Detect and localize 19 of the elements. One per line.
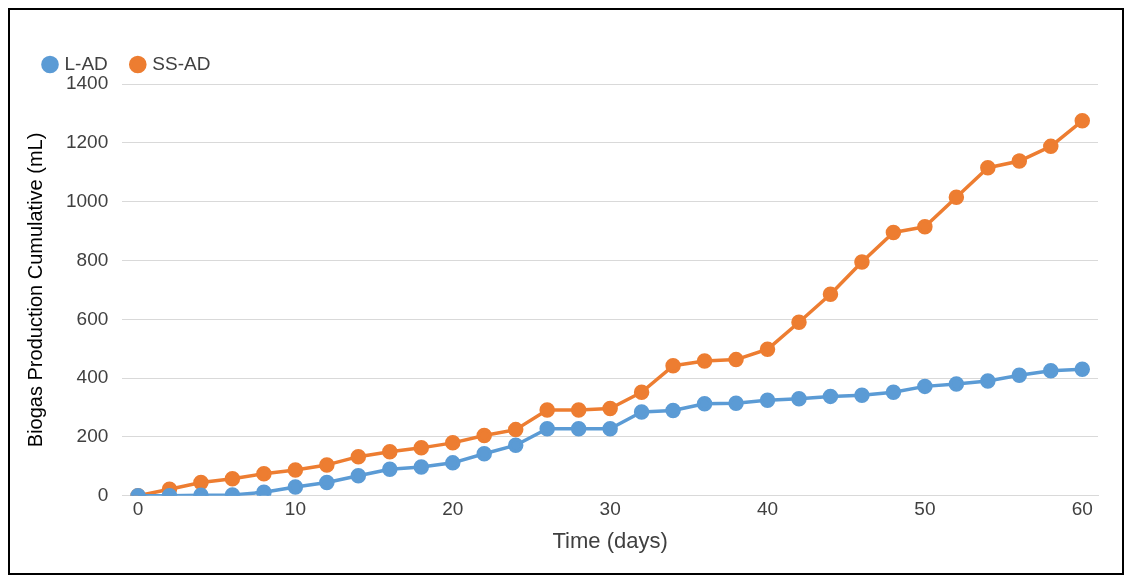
y-tick-label: 400 — [76, 366, 109, 388]
x-tick-label: 0 — [132, 498, 144, 520]
x-tick-label: 10 — [284, 498, 306, 520]
legend-label: SS-AD — [152, 52, 211, 74]
x-tick-label: 40 — [756, 498, 779, 520]
x-axis-title: Time (days) — [552, 527, 668, 553]
legend-label: L-AD — [64, 52, 108, 74]
x-tick-label: 60 — [1071, 498, 1093, 520]
y-tick-label: 1200 — [65, 131, 109, 153]
y-tick-label: 1000 — [65, 189, 109, 211]
y-tick-label: 800 — [76, 248, 109, 270]
y-tick-label: 0 — [97, 484, 109, 506]
y-axis-title: Biogas Production Cumulative (mL) — [23, 132, 46, 448]
x-tick-label: 20 — [442, 498, 464, 520]
y-tick-label: 1400 — [65, 72, 109, 94]
x-tick-label: 50 — [914, 498, 936, 520]
x-tick-label: 30 — [599, 498, 621, 520]
y-tick-label: 200 — [76, 425, 109, 447]
y-tick-label: 600 — [76, 307, 109, 329]
